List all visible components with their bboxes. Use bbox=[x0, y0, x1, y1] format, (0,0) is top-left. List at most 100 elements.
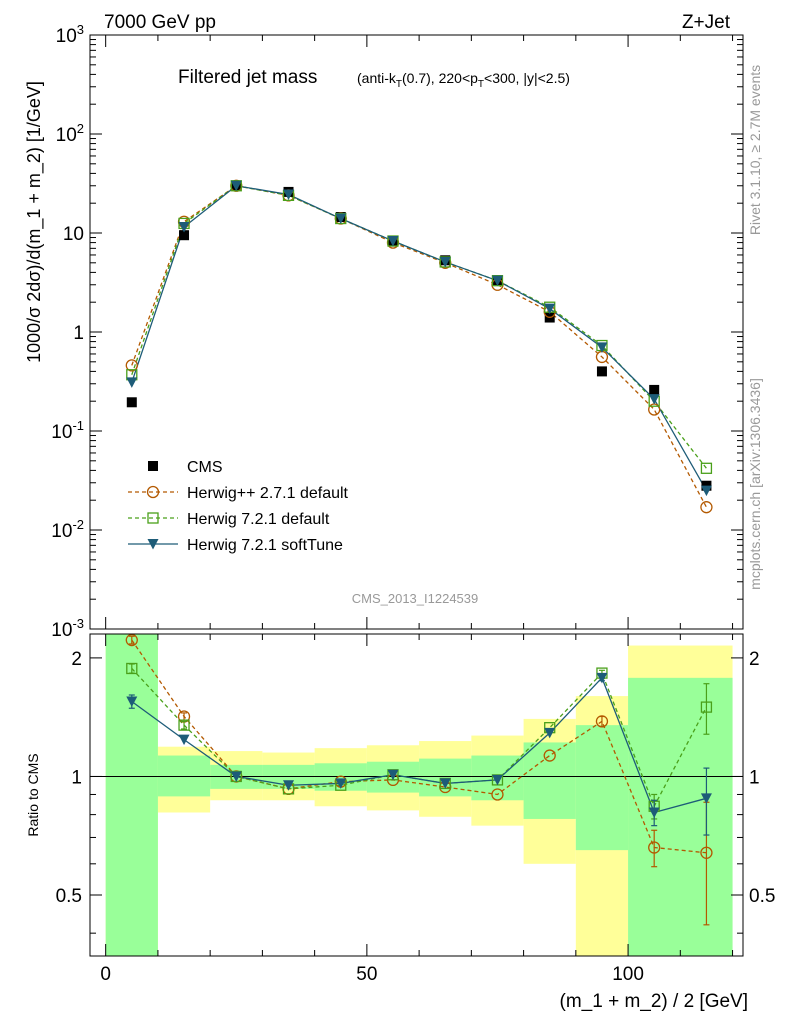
ratio-ytick-label-left: 2 bbox=[71, 649, 82, 670]
ratio-point bbox=[125, 633, 138, 647]
ratio-point bbox=[491, 788, 504, 801]
tick-base: 10 bbox=[56, 125, 77, 146]
tick-exponent: -2 bbox=[72, 517, 84, 532]
top-ytick-label: 10-2 bbox=[51, 517, 84, 542]
tick-base: 10 bbox=[56, 26, 77, 47]
data-point bbox=[125, 359, 138, 372]
ratio-ytick-label-left: 0.5 bbox=[56, 886, 82, 907]
top-ytick-label: 103 bbox=[56, 22, 84, 47]
data-point bbox=[178, 221, 190, 233]
header-right: Z+Jet bbox=[682, 12, 731, 33]
legend-label: Herwig++ 2.7.1 default bbox=[187, 485, 349, 502]
analysis-tag: CMS_2013_I1224539 bbox=[352, 591, 479, 606]
ratio-point bbox=[439, 778, 451, 789]
top-plot-frame bbox=[89, 34, 744, 630]
top-ylabel: 1000/σ 2dσ)/d(m_1 + m_2) [1/GeV] bbox=[24, 81, 45, 363]
tick-base: 10 bbox=[51, 422, 72, 443]
ratio-point bbox=[230, 771, 242, 782]
data-point bbox=[387, 236, 399, 247]
ratio-point bbox=[595, 715, 609, 728]
ratio-point bbox=[700, 846, 713, 859]
ratio-point bbox=[178, 719, 190, 731]
header-left: 7000 GeV pp bbox=[104, 12, 216, 33]
data-point bbox=[126, 377, 138, 388]
data-point bbox=[283, 189, 295, 200]
uncertainty-band-green bbox=[628, 677, 733, 956]
data-point bbox=[700, 485, 712, 497]
plot-subtitle: (anti-kT(0.7), 220<pT<300, |y|<2.5) bbox=[357, 70, 570, 90]
legend-marker bbox=[147, 539, 159, 550]
tick-base: 10 bbox=[51, 521, 72, 542]
series-line bbox=[131, 185, 707, 469]
ratio-point bbox=[178, 734, 190, 746]
ratio-point bbox=[126, 662, 138, 675]
data-point bbox=[596, 342, 608, 353]
top-ytick-label: 10-1 bbox=[51, 418, 84, 443]
top-ytick-label: 102 bbox=[56, 121, 84, 146]
tick-exponent: -3 bbox=[72, 616, 84, 631]
ratio-ytick-label-right: 0.5 bbox=[749, 886, 775, 907]
x-tick-label: 0 bbox=[100, 964, 111, 985]
top-ytick-label: 10 bbox=[63, 224, 84, 245]
uncertainty-band-green bbox=[523, 742, 576, 819]
data-point bbox=[544, 303, 556, 315]
ratio-point bbox=[700, 793, 712, 804]
ratio-bands bbox=[90, 634, 743, 956]
data-point bbox=[596, 366, 607, 377]
ratio-point bbox=[387, 769, 399, 781]
uncertainty-band-green bbox=[105, 634, 158, 956]
data-point bbox=[179, 230, 190, 241]
ratio-point bbox=[491, 774, 503, 786]
legend-label: Herwig 7.2.1 softTune bbox=[187, 537, 343, 554]
ratio-axis-ticks: 2 2 1 1 0.5 0.5 0 50 100 bbox=[56, 634, 775, 985]
ratio-line bbox=[131, 676, 707, 814]
data-point bbox=[648, 394, 660, 405]
data-point bbox=[649, 384, 660, 395]
ratio-plot-frame bbox=[89, 633, 744, 957]
data-point bbox=[126, 397, 137, 408]
ratio-ytick-label-right: 2 bbox=[749, 649, 760, 670]
legend-label: CMS bbox=[187, 459, 223, 476]
tick-exponent: -1 bbox=[72, 418, 84, 433]
rivet-version-label: Rivet 3.1.10, ≥ 2.7M events bbox=[747, 65, 763, 235]
uncertainty-band-green bbox=[575, 725, 629, 851]
data-point bbox=[230, 180, 242, 192]
ratio-line bbox=[131, 639, 707, 854]
top-ytick-label: 1 bbox=[73, 323, 84, 344]
tick-base: 10 bbox=[51, 620, 72, 641]
data-point bbox=[491, 275, 503, 287]
ratio-point bbox=[283, 780, 295, 791]
ratio-ytick-label-right: 1 bbox=[749, 767, 760, 788]
x-tick-label: 50 bbox=[356, 964, 377, 985]
data-point bbox=[700, 501, 713, 514]
tick-exponent: 3 bbox=[77, 22, 84, 37]
data-point bbox=[700, 462, 713, 474]
series-line bbox=[131, 185, 707, 491]
tick-exponent: 2 bbox=[77, 121, 84, 136]
top-series-layer bbox=[125, 179, 713, 514]
legend-marker bbox=[148, 461, 158, 471]
top-ytick-label: 10-3 bbox=[51, 616, 84, 641]
ratio-point bbox=[700, 701, 713, 713]
data-point bbox=[335, 213, 347, 225]
legend-label: Herwig 7.2.1 default bbox=[187, 511, 330, 528]
uncertainty-band-green bbox=[419, 758, 472, 797]
x-axis-label: (m_1 + m_2) / 2 [GeV] bbox=[560, 991, 749, 1012]
ratio-point bbox=[544, 727, 556, 739]
ratio-point bbox=[126, 696, 138, 707]
ratio-point bbox=[648, 807, 660, 818]
ratio-point bbox=[596, 672, 608, 684]
data-point bbox=[439, 256, 451, 268]
legend-marker bbox=[147, 512, 159, 524]
x-tick-label: 100 bbox=[612, 964, 644, 985]
ratio-ylabel: Ratio to CMS bbox=[25, 753, 41, 836]
ratio-point bbox=[648, 841, 661, 854]
mcplots-label: mcplots.cern.ch [arXiv:1306.3436] bbox=[747, 378, 763, 590]
plot-title: Filtered jet mass bbox=[178, 67, 317, 88]
ratio-ytick-label-left: 1 bbox=[71, 767, 82, 788]
ratio-point bbox=[543, 749, 556, 762]
ratio-series-layer bbox=[125, 633, 713, 926]
legend: CMS Herwig++ 2.7.1 default Herwig 7.2.1 de… bbox=[128, 459, 349, 554]
